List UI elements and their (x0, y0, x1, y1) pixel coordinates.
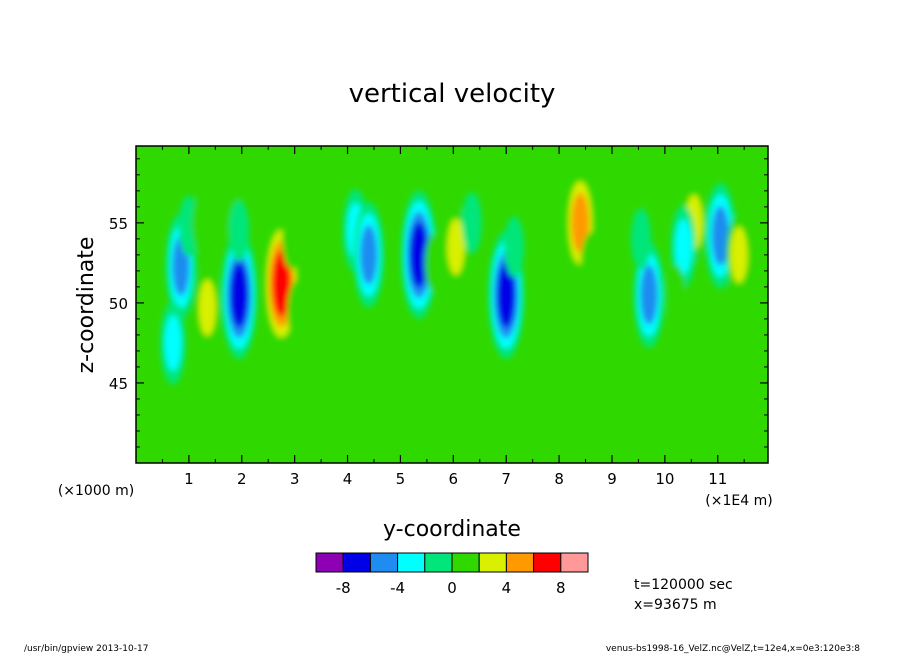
field-contour (281, 208, 303, 270)
x-tick-label: 10 (655, 470, 674, 488)
x-tick-label: 6 (449, 470, 459, 488)
field-contour (730, 226, 748, 283)
field-contour (192, 192, 213, 254)
x-unit-right: (×1E4 m) (705, 493, 772, 509)
colorbar-ticks: -8 -4 0 4 8 (336, 579, 566, 597)
colorbar-tick-label: -8 (336, 579, 351, 597)
x-tick-label: 7 (501, 470, 511, 488)
colorbar-swatch (560, 552, 589, 573)
x-tick-label: 1 (184, 470, 194, 488)
colorbar-swatch (424, 552, 453, 573)
colorbar-swatch (533, 552, 562, 573)
chart-title: vertical velocity (349, 79, 556, 109)
y-tick-label: 45 (109, 375, 128, 393)
colorbar-swatch (478, 552, 507, 573)
plot-frame (135, 145, 769, 464)
x-tick-label: 2 (237, 470, 247, 488)
y-axis-label: z-coordinate (74, 237, 99, 374)
y-tick-label: 50 (109, 295, 128, 313)
colorbar-tick-label: 4 (502, 579, 512, 597)
plot-area (136, 146, 768, 463)
field-contour (360, 224, 378, 285)
velocity-field (136, 168, 768, 385)
field-contour (571, 192, 589, 253)
y-axis: 45 50 55 (109, 158, 768, 448)
x-unit-left: (×1000 m) (58, 483, 134, 499)
field-contour (504, 216, 525, 278)
x-axis: 1 2 3 4 5 6 7 8 9 10 11 (161, 146, 745, 488)
field-contour (424, 232, 445, 294)
x-axis-label: y-coordinate (383, 517, 521, 542)
colorbar-swatch (451, 552, 480, 573)
footer-left: /usr/bin/gpview 2013-10-17 (24, 644, 148, 654)
x-tick-label: 8 (554, 470, 564, 488)
field-contour (198, 279, 216, 336)
field-contour (229, 262, 249, 328)
time-annotation: t=120000 sec (634, 577, 733, 593)
x-tick-label: 9 (607, 470, 617, 488)
colorbar-swatch (315, 552, 344, 573)
field-contour (229, 200, 250, 262)
x-tick-label: 4 (343, 470, 353, 488)
x-tick-label: 5 (396, 470, 406, 488)
colorbar-swatch (369, 552, 399, 573)
field-contour (665, 264, 686, 326)
footer-right: venus-bs1998-16_VelZ.nc@VelZ,t=12e4,x=0e… (606, 644, 860, 654)
field-contour (409, 222, 429, 288)
position-annotation: x=93675 m (634, 597, 717, 613)
field-contour (747, 248, 768, 310)
field-contour (674, 218, 692, 275)
colorbar-tick-label: -4 (390, 579, 405, 597)
field-contour (447, 218, 465, 275)
field-contour (580, 232, 601, 294)
field-contour (461, 192, 482, 254)
field-contour (640, 264, 658, 325)
field-contour (164, 314, 182, 372)
colorbar (315, 552, 589, 573)
field-contour (144, 168, 165, 230)
field-contour (287, 280, 308, 342)
colorbar-swatch (505, 552, 535, 573)
field-contour (631, 208, 652, 270)
colorbar-tick-label: 0 (447, 579, 457, 597)
field-contour (272, 250, 291, 317)
y-tick-label: 55 (109, 215, 128, 233)
colorbar-swatch (342, 552, 371, 573)
x-tick-label: 11 (708, 470, 727, 488)
field-contour (136, 264, 157, 326)
x-tick-label: 3 (290, 470, 300, 488)
field-contour (711, 205, 730, 266)
colorbar-swatch (397, 552, 426, 573)
colorbar-tick-label: 8 (556, 579, 566, 597)
field-contour (496, 262, 516, 328)
